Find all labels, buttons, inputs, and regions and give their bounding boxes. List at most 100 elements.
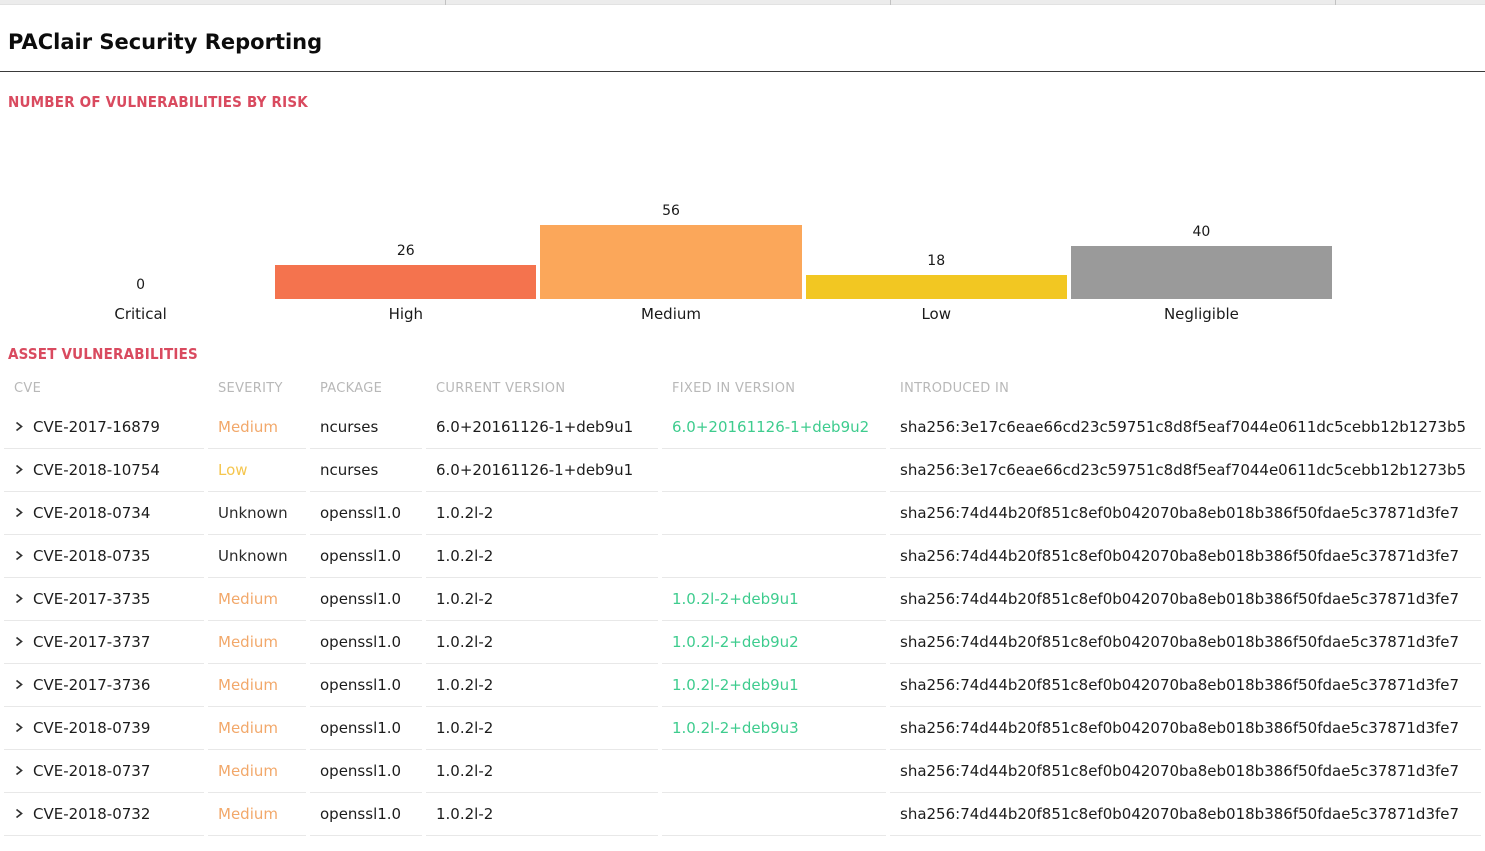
expand-row-chevron-icon[interactable] (14, 719, 24, 737)
fixed-version-cell: 1.0.2l-2+deb9u2 (662, 621, 886, 664)
cve-cell-content: CVE-2018-0739 (14, 719, 204, 737)
package-cell: ncurses (310, 406, 422, 449)
severity-cell: Low (208, 449, 306, 492)
expand-row-chevron-icon[interactable] (14, 762, 24, 780)
clipped-column-divider (890, 0, 891, 5)
cve-id: CVE-2017-3737 (33, 633, 151, 651)
current-version-cell: 1.0.2l-2 (426, 621, 658, 664)
cve-id: CVE-2017-16879 (33, 418, 160, 436)
table-row[interactable]: CVE-2017-3736 Medium openssl1.0 1.0.2l-2 1.0… (4, 664, 1481, 707)
fixed-version-cell (662, 750, 886, 793)
category-label: Medium (641, 305, 701, 323)
cve-id: CVE-2018-0735 (33, 547, 151, 565)
clipped-column-divider (445, 0, 446, 5)
cve-cell-content: CVE-2017-3735 (14, 590, 204, 608)
cve-cell-content: CVE-2017-3736 (14, 676, 204, 694)
severity-cell: Medium (208, 621, 306, 664)
current-version-cell: 1.0.2l-2 (426, 578, 658, 621)
cve-id: CVE-2018-0739 (33, 719, 151, 737)
current-version-cell: 6.0+20161126-1+deb9u1 (426, 449, 658, 492)
table-row[interactable]: CVE-2017-3735 Medium openssl1.0 1.0.2l-2 1.0… (4, 578, 1481, 621)
expand-row-chevron-icon[interactable] (14, 633, 24, 651)
expand-row-chevron-icon[interactable] (14, 461, 24, 479)
severity-cell: Medium (208, 793, 306, 836)
cve-id: CVE-2018-10754 (33, 461, 160, 479)
category-label: Negligible (1163, 305, 1239, 323)
asset-vulnerabilities-table: CVE SEVERITY PACKAGE CURRENT VERSION FIXED I… (0, 371, 1485, 836)
cve-id: CVE-2018-0734 (33, 504, 151, 522)
severity-cell: Medium (208, 406, 306, 449)
cve-cell-content: CVE-2018-0732 (14, 805, 204, 823)
package-cell: openssl1.0 (310, 664, 422, 707)
table-row[interactable]: CVE-2018-0739 Medium openssl1.0 1.0.2l-2 1.0… (4, 707, 1481, 750)
col-header-current-version: CURRENT VERSION (436, 381, 566, 396)
introduced-in-cell: sha256:3e17c6eae66cd23c59751c8d8f5eaf704… (890, 449, 1481, 492)
cve-cell-content: CVE-2018-10754 (14, 461, 204, 479)
fixed-version-cell (662, 535, 886, 578)
chart-column-high: 26 High (275, 124, 537, 324)
cve-cell: CVE-2018-0737 (4, 750, 204, 793)
col-header-introduced-in: INTRODUCED IN (900, 381, 1010, 396)
chart-spacer (1071, 124, 1332, 224)
expand-row-chevron-icon[interactable] (14, 590, 24, 608)
fixed-version-cell: 1.0.2l-2+deb9u3 (662, 707, 886, 750)
fixed-version-cell (662, 793, 886, 836)
expand-row-chevron-icon[interactable] (14, 504, 24, 522)
severity-cell: Unknown (208, 492, 306, 535)
package-cell: openssl1.0 (310, 578, 422, 621)
current-version-cell: 1.0.2l-2 (426, 793, 658, 836)
table-header-row: CVE SEVERITY PACKAGE CURRENT VERSION FIXED I… (4, 371, 1481, 406)
table-row[interactable]: CVE-2018-10754 Low ncurses 6.0+20161126-1+d… (4, 449, 1481, 492)
table-row[interactable]: CVE-2018-0732 Medium openssl1.0 1.0.2l-2 sha… (4, 793, 1481, 836)
chart-spacer (275, 124, 536, 243)
expand-row-chevron-icon[interactable] (14, 676, 24, 694)
bar-value-label: 56 (662, 203, 680, 219)
cve-id: CVE-2018-0732 (33, 805, 151, 823)
current-version-cell: 1.0.2l-2 (426, 492, 658, 535)
expand-row-chevron-icon[interactable] (14, 418, 24, 436)
cve-cell: CVE-2018-0735 (4, 535, 204, 578)
col-header-fixed-in-version: FIXED IN VERSION (672, 381, 796, 396)
table-row[interactable]: CVE-2018-0737 Medium openssl1.0 1.0.2l-2 sha… (4, 750, 1481, 793)
page-title: PAClair Security Reporting (8, 30, 323, 54)
current-version-cell: 1.0.2l-2 (426, 750, 658, 793)
package-cell: openssl1.0 (310, 535, 422, 578)
chart-spacer (540, 124, 801, 203)
col-header-severity: SEVERITY (218, 381, 283, 396)
introduced-in-cell: sha256:74d44b20f851c8ef0b042070ba8eb018b… (890, 578, 1481, 621)
table-row[interactable]: CVE-2017-3737 Medium openssl1.0 1.0.2l-2 1.0… (4, 621, 1481, 664)
bar-value-label: 40 (1192, 224, 1211, 241)
cve-id: CVE-2017-3735 (33, 590, 151, 608)
current-version-cell: 1.0.2l-2 (426, 664, 658, 707)
fixed-version-cell (662, 492, 886, 535)
bar-low (805, 275, 1067, 299)
cve-cell-content: CVE-2018-0737 (14, 762, 204, 780)
bar-value-label: 0 (136, 277, 146, 293)
bar-value-label: 26 (396, 242, 415, 259)
clipped-column-divider (1335, 0, 1336, 5)
table-row[interactable]: CVE-2018-0735 Unknown openssl1.0 1.0.2l-2 sh… (4, 535, 1481, 578)
col-header-package: PACKAGE (320, 381, 383, 396)
chart-spacer (806, 124, 1067, 253)
cve-cell-content: CVE-2017-16879 (14, 418, 204, 436)
package-cell: openssl1.0 (310, 621, 422, 664)
package-cell: openssl1.0 (310, 750, 422, 793)
current-version-cell: 1.0.2l-2 (426, 707, 658, 750)
category-label: Low (921, 305, 951, 323)
table-row[interactable]: CVE-2017-16879 Medium ncurses 6.0+20161126-… (4, 406, 1481, 449)
col-header-cve: CVE (14, 381, 42, 396)
package-cell: openssl1.0 (310, 707, 422, 750)
cve-cell: CVE-2018-0734 (4, 492, 204, 535)
cve-cell: CVE-2018-10754 (4, 449, 204, 492)
vulnerabilities-by-risk-bar-chart: 0 Critical 26 High 56 Medium 18 Low 40 Negligible (10, 124, 1333, 324)
cve-id: CVE-2018-0737 (33, 762, 151, 780)
table-row[interactable]: CVE-2018-0734 Unknown openssl1.0 1.0.2l-2 sh… (4, 492, 1481, 535)
cve-cell: CVE-2017-3735 (4, 578, 204, 621)
introduced-in-cell: sha256:74d44b20f851c8ef0b042070ba8eb018b… (890, 750, 1481, 793)
introduced-in-cell: sha256:74d44b20f851c8ef0b042070ba8eb018b… (890, 707, 1481, 750)
severity-cell: Medium (208, 578, 306, 621)
expand-row-chevron-icon[interactable] (14, 547, 24, 565)
category-label: Critical (114, 305, 167, 323)
fixed-version-cell (662, 449, 886, 492)
expand-row-chevron-icon[interactable] (14, 805, 24, 823)
